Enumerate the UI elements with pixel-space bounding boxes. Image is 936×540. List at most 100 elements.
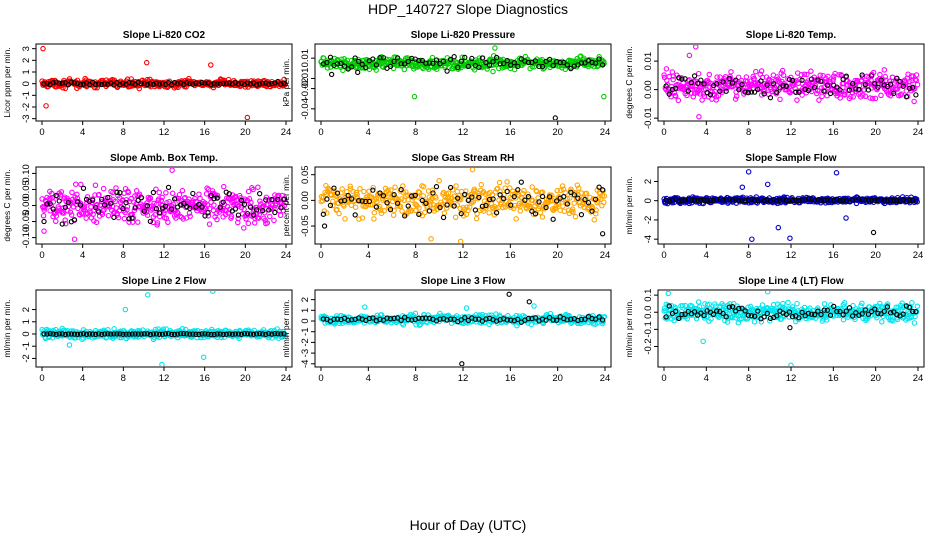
data-point: [840, 316, 847, 323]
reference-point: [529, 208, 535, 214]
reference-point: [497, 192, 503, 198]
reference-point: [726, 196, 732, 203]
reference-point: [402, 314, 408, 320]
data-point: [559, 183, 566, 189]
reference-point: [589, 208, 595, 214]
reference-point: [44, 80, 50, 87]
reference-point: [875, 310, 881, 316]
reference-point: [71, 80, 78, 86]
data-point: [391, 207, 397, 214]
reference-point: [132, 331, 138, 337]
data-point: [785, 299, 791, 306]
outlier-point: [507, 65, 514, 72]
data-point: [154, 220, 161, 226]
reference-point: [682, 197, 688, 203]
outlier-point: [833, 170, 840, 176]
reference-point: [426, 208, 433, 214]
outlier-point: [665, 291, 671, 297]
reference-point: [676, 315, 682, 322]
data-point: [801, 71, 808, 77]
reference-point: [181, 331, 187, 337]
data-point: [245, 188, 252, 195]
reference-point: [564, 317, 570, 323]
data-point: [176, 191, 183, 198]
reference-point: [105, 194, 111, 201]
reference-point: [733, 308, 739, 314]
data-point: [898, 91, 905, 97]
data-point: [514, 189, 521, 196]
reference-point: [281, 196, 287, 203]
reference-point: [241, 201, 248, 208]
reference-point: [578, 212, 585, 218]
reference-point: [745, 312, 751, 318]
reference-point: [582, 60, 588, 66]
reference-point: [805, 310, 812, 317]
data-point: [264, 220, 271, 226]
reference-point: [120, 205, 126, 212]
reference-point: [165, 330, 172, 337]
reference-point: [564, 62, 570, 68]
reference-point: [199, 204, 205, 210]
reference-point: [501, 60, 507, 67]
reference-point: [543, 204, 549, 211]
reference-point: [663, 83, 669, 89]
outlier-point: [788, 362, 794, 366]
data-point: [817, 72, 823, 79]
reference-point: [426, 60, 433, 66]
reference-point: [546, 314, 553, 321]
reference-point: [701, 197, 707, 204]
data-point: [486, 210, 492, 216]
reference-point: [578, 60, 585, 66]
data-point: [593, 210, 599, 217]
reference-point: [190, 81, 196, 87]
outlier-point: [41, 228, 47, 234]
data-point: [463, 188, 469, 194]
data-point: [670, 73, 677, 79]
reference-point: [232, 80, 239, 86]
reference-point: [774, 313, 780, 319]
data-point: [422, 209, 428, 216]
reference-point: [356, 198, 362, 204]
data-point: [862, 93, 869, 100]
data-point: [601, 199, 607, 206]
x-tick-label: 20: [240, 373, 251, 384]
data-point: [601, 193, 607, 199]
reference-point: [41, 218, 47, 225]
reference-point: [546, 56, 553, 63]
reference-point: [65, 331, 71, 337]
reference-point: [522, 197, 528, 203]
data-point: [841, 300, 848, 306]
chart-title: Slope Line 3 Flow: [421, 276, 506, 287]
reference-point: [430, 190, 436, 196]
data-point: [831, 73, 837, 79]
data-point: [400, 322, 407, 328]
reference-point: [205, 210, 211, 216]
data-point: [321, 55, 327, 61]
reference-point: [786, 198, 793, 204]
reference-point: [199, 331, 205, 337]
reference-outlier-point: [459, 361, 465, 366]
reference-point: [802, 197, 808, 203]
chart-title: Slope Line 4 (LT) Flow: [738, 276, 844, 287]
data-point: [41, 207, 47, 213]
reference-point: [80, 185, 87, 191]
reference-point: [812, 311, 818, 318]
data-point: [589, 206, 596, 212]
reference-point: [745, 197, 751, 203]
reference-point: [767, 95, 774, 101]
reference-point: [875, 197, 881, 204]
reference-point: [126, 79, 132, 86]
reference-point: [220, 331, 226, 338]
data-point: [797, 76, 803, 83]
data-point: [156, 334, 163, 341]
reference-point: [334, 316, 341, 322]
reference-point: [799, 77, 805, 83]
x-tick-label: 12: [786, 250, 797, 261]
x-tick-label: 4: [80, 250, 85, 261]
reference-point: [278, 81, 284, 87]
data-point: [131, 207, 138, 214]
data-point: [780, 72, 787, 79]
reference-point: [666, 91, 672, 97]
data-point: [350, 188, 356, 195]
data-point: [562, 66, 569, 73]
